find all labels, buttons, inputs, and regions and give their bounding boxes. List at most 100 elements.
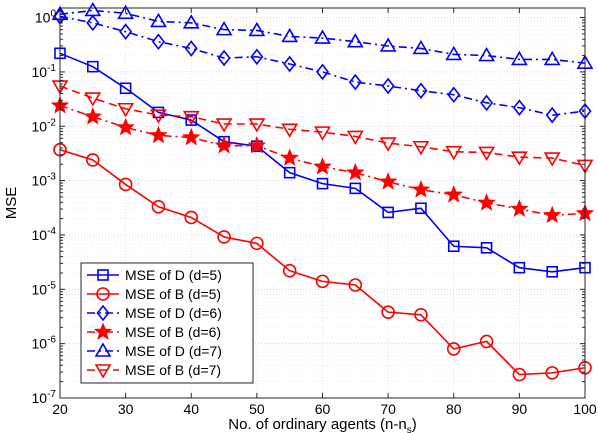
legend-label: MSE of D (d=6): [125, 305, 222, 321]
data-point: [86, 153, 100, 167]
data-point: [184, 210, 199, 225]
data-point: [382, 206, 394, 219]
legend-marker: [96, 287, 110, 301]
x-tick-label: 30: [118, 401, 134, 417]
data-point: [117, 102, 135, 118]
data-point: [83, 106, 103, 125]
series-line: [59, 52, 586, 273]
data-point: [84, 92, 102, 107]
data-point: [182, 14, 200, 29]
data-point: [282, 263, 297, 278]
data-point: [314, 126, 331, 141]
data-point: [315, 63, 330, 81]
series-line: [59, 85, 586, 167]
data-point: [542, 205, 562, 224]
legend-item: MSE of D (d=6): [87, 304, 222, 322]
data-point: [150, 12, 167, 28]
data-point: [346, 33, 364, 48]
legend-item: MSE of D (d=5): [87, 267, 222, 283]
data-point: [381, 305, 395, 319]
legend: MSE of D (d=5) MSE of B (d=5) MSE of D (d=…: [80, 262, 254, 384]
data-point: [412, 39, 430, 55]
data-point: [315, 274, 330, 289]
data-point: [478, 146, 495, 162]
legend-item: MSE of B (d=5): [87, 286, 221, 302]
data-point: [478, 46, 495, 62]
data-point: [281, 27, 299, 43]
data-point: [412, 140, 430, 156]
data-point: [346, 130, 364, 146]
data-point: [184, 40, 198, 57]
legend-box: [80, 262, 254, 384]
series-2: [53, 142, 592, 382]
x-axis-label: No. of ordinary agents (n-ns): [228, 416, 416, 433]
data-point: [512, 367, 527, 382]
data-point: [378, 172, 398, 190]
data-point: [480, 94, 494, 112]
y-tick-label: 100: [35, 9, 57, 26]
data-point: [512, 99, 526, 116]
data-point: [118, 177, 133, 192]
data-point: [119, 23, 133, 40]
data-point: [250, 48, 264, 66]
series-6: [51, 80, 594, 175]
y-tick-label: 10-1: [32, 63, 57, 80]
data-point: [445, 145, 463, 161]
data-point: [215, 118, 233, 133]
data-point: [447, 86, 461, 104]
y-axis-label: MSE: [3, 187, 20, 220]
tick-labels: 20 30 40 50 60 70 80 90 100 100 10-1 10-2 10-3 10-4 10…: [32, 9, 597, 417]
data-point: [280, 148, 299, 166]
data-point: [546, 265, 558, 278]
legend-item: MSE of B (d=7): [87, 362, 221, 379]
data-point: [215, 21, 233, 36]
x-tick-label: 80: [446, 401, 462, 417]
data-point: [247, 135, 267, 154]
y-tick-label: 10-2: [32, 117, 57, 134]
data-point: [545, 106, 559, 124]
legend-label: MSE of B (d=7): [125, 362, 221, 378]
data-point: [510, 50, 528, 66]
tick-marks: [59, 8, 586, 399]
data-point: [513, 261, 526, 274]
legend-label: MSE of D (d=5): [125, 267, 222, 283]
legend-label: MSE of D (d=7): [125, 343, 222, 359]
data-point: [248, 21, 266, 37]
data-point: [381, 77, 395, 95]
data-point: [283, 166, 296, 179]
data-point: [214, 135, 234, 154]
x-tick-label: 60: [315, 401, 331, 417]
legend-marker: [97, 269, 109, 281]
data-point: [479, 334, 494, 349]
legend-item: MSE of D (d=7): [87, 342, 222, 359]
x-tick-label: 70: [380, 401, 396, 417]
x-tick-label: 40: [183, 401, 199, 417]
y-tick-label: 10-6: [32, 335, 57, 352]
data-point: [217, 230, 231, 244]
data-point: [316, 177, 329, 190]
legend-marker: [94, 364, 112, 379]
y-tick-label: 10-4: [32, 226, 57, 243]
data-point: [150, 109, 167, 124]
y-tick-label: 10-3: [32, 172, 57, 189]
data-point: [510, 199, 529, 217]
data-point: [151, 199, 166, 214]
data-point: [415, 202, 427, 215]
data-point: [84, 1, 102, 17]
series-line: [59, 148, 586, 376]
data-point: [182, 110, 200, 126]
data-point: [480, 242, 493, 254]
legend-item: MSE of B (d=6): [87, 322, 221, 340]
x-tick-label: 50: [249, 401, 265, 417]
data-point: [250, 236, 264, 251]
data-point: [447, 240, 460, 253]
data-point: [349, 182, 362, 195]
legend-label: MSE of B (d=6): [125, 324, 221, 340]
legend-marker: [93, 322, 113, 340]
data-point: [314, 29, 331, 44]
data-point: [151, 33, 165, 50]
data-point: [445, 45, 463, 61]
data-point: [444, 184, 464, 203]
data-point: [248, 118, 266, 133]
data-point: [87, 60, 99, 73]
